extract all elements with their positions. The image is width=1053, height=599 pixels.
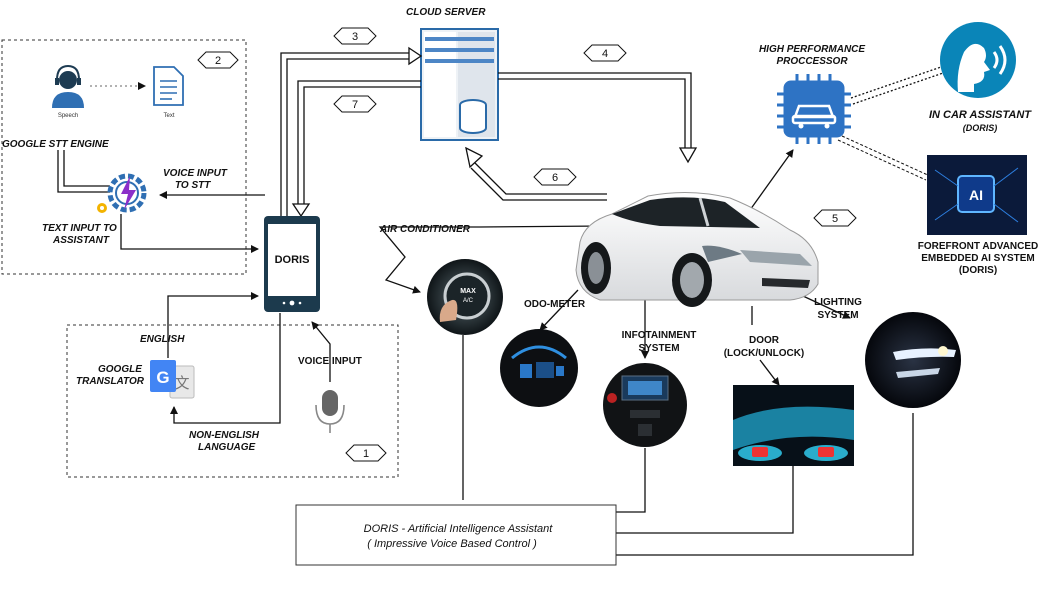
svg-text:7: 7 <box>352 99 358 111</box>
badge-3: 3 <box>333 27 377 45</box>
ac-button-text: MAX <box>460 288 476 295</box>
badge-4: 4 <box>583 44 627 62</box>
infotainment-label: INFOTAINMENT <box>622 330 697 341</box>
in-car-assistant-doris: (DORIS) <box>963 123 998 133</box>
speech-headset-icon <box>52 64 84 108</box>
svg-text:3: 3 <box>352 31 358 43</box>
speech-label: Speech <box>58 113 78 119</box>
badge-2: 2 <box>197 51 239 69</box>
english-label: ENGLISH <box>140 334 185 345</box>
arrow-doris-to-cloud <box>280 46 423 216</box>
air-conditioner-button-image[interactable] <box>427 259 503 335</box>
non-english-label: NON-ENGLISH <box>189 430 260 441</box>
odo-meter-image <box>500 329 578 407</box>
badge-7: 7 <box>333 95 377 113</box>
forefront-label-3: (DORIS) <box>959 265 997 276</box>
text-input-label: TEXT INPUT TO <box>42 223 117 234</box>
lighting-image <box>865 312 961 408</box>
google-translator-label-2: TRANSLATOR <box>76 376 145 387</box>
stt-gear-icon <box>97 173 147 213</box>
microphone-icon[interactable] <box>315 390 345 433</box>
lighting-label-2: SYSTEM <box>817 310 858 321</box>
in-car-assistant-icon <box>940 22 1016 98</box>
text-document-icon <box>153 66 184 106</box>
ac-button-text-2: A/C <box>463 298 474 304</box>
door-image <box>733 385 854 466</box>
lighting-label: LIGHTING <box>814 297 862 308</box>
doris-phone-label: DORIS <box>275 254 310 266</box>
odo-meter-label: ODO-METER <box>524 299 586 310</box>
text-label: Text <box>163 113 174 119</box>
arrow-car-to-cloud <box>465 146 607 201</box>
forefront-label: FOREFRONT ADVANCED <box>918 241 1039 252</box>
arrow-cloud-to-car <box>498 72 698 164</box>
ai-chip-image <box>927 155 1027 235</box>
non-english-label-2: LANGUAGE <box>198 442 256 453</box>
badge-6: 6 <box>533 168 577 186</box>
badge-1: 1 <box>345 444 387 462</box>
door-label-2: (LOCK/UNLOCK) <box>724 348 805 359</box>
doris-description-box <box>295 504 617 566</box>
arrow-cloud-to-doris <box>291 80 421 218</box>
translator-group-box <box>66 324 399 478</box>
ai-chip-text: AI <box>969 187 983 203</box>
processor-label-2: PROCCESSOR <box>776 56 848 67</box>
svg-text:4: 4 <box>602 48 608 60</box>
svg-text:G: G <box>156 368 169 387</box>
doris-description-line2: ( Impressive Voice Based Control ) <box>367 538 537 550</box>
google-translator-icon: 文 G <box>150 360 195 399</box>
air-conditioner-label: AIR CONDITIONER <box>379 224 471 235</box>
processor-to-ai-dotted <box>837 135 931 181</box>
text-input-label-2: ASSISTANT <box>52 235 110 246</box>
arrow-stt-double <box>57 150 110 193</box>
car-image <box>575 191 819 307</box>
processor-to-assistant-dotted <box>850 65 947 105</box>
google-translator-label: GOOGLE <box>98 364 142 375</box>
svg-text:文: 文 <box>174 375 189 392</box>
badge-5: 5 <box>813 209 857 227</box>
doris-description-line1: DORIS - Artificial Intelligence Assistan… <box>364 523 554 535</box>
google-stt-label: GOOGLE STT ENGINE <box>2 139 109 150</box>
cloud-server-label: CLOUD SERVER <box>406 7 486 18</box>
forefront-label-2: EMBEDDED AI SYSTEM <box>921 253 1035 264</box>
svg-text:1: 1 <box>363 448 369 460</box>
cloud-server-icon <box>420 28 499 141</box>
door-label: DOOR <box>749 335 780 346</box>
doris-phone-icon[interactable] <box>264 216 320 312</box>
processor-label: HIGH PERFORMANCE <box>759 44 865 55</box>
processor-chip-icon <box>777 74 851 144</box>
svg-text:6: 6 <box>552 172 558 184</box>
svg-text:5: 5 <box>832 213 838 225</box>
thin-connectors <box>120 149 914 556</box>
stt-group-box <box>1 39 247 275</box>
in-car-assistant-label: IN CAR ASSISTANT <box>929 109 1032 121</box>
infotainment-label-2: SYSTEM <box>638 343 679 354</box>
voice-input-stt-label: VOICE INPUT <box>163 168 228 179</box>
svg-text:2: 2 <box>215 55 221 67</box>
infotainment-image <box>603 363 687 447</box>
voice-input-stt-label-2: TO STT <box>175 180 211 191</box>
voice-input-label: VOICE INPUT <box>298 356 362 367</box>
